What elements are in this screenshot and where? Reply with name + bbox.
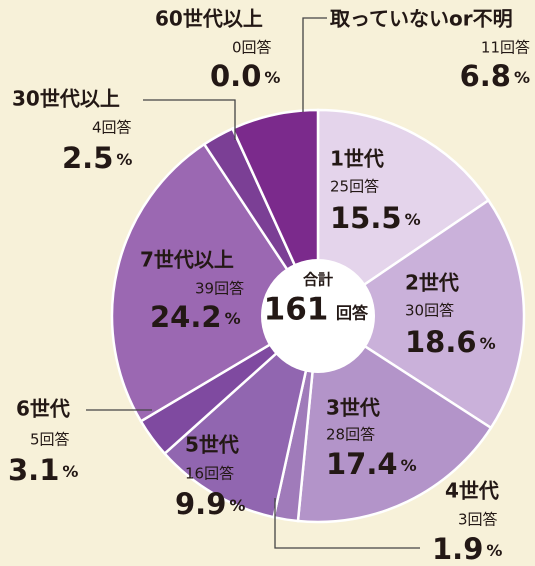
value-label: 3.1% bbox=[8, 453, 78, 487]
count-label: 4回答 bbox=[92, 119, 132, 137]
slice-label: 7世代以上 bbox=[140, 248, 234, 272]
value-label: 6.8% bbox=[460, 59, 530, 93]
count-label: 25回答 bbox=[330, 178, 379, 196]
slice-label: 30世代以上 bbox=[12, 87, 120, 111]
total-value: 161 bbox=[264, 292, 329, 328]
slice-label: 取っていないor不明 bbox=[330, 7, 513, 31]
slice-label: 60世代以上 bbox=[155, 7, 263, 31]
count-label: 5回答 bbox=[30, 431, 70, 449]
value-label: 1.9% bbox=[432, 532, 502, 566]
slice-label: 2世代 bbox=[405, 271, 459, 295]
count-label: 11回答 bbox=[481, 39, 530, 57]
slice-label: 1世代 bbox=[330, 147, 384, 171]
total-label: 合計 bbox=[303, 271, 333, 289]
slice-label: 4世代 bbox=[445, 479, 499, 503]
slice-label: 5世代 bbox=[185, 433, 239, 457]
total-unit: 回答 bbox=[336, 304, 369, 323]
count-label: 16回答 bbox=[185, 465, 234, 483]
count-label: 3回答 bbox=[458, 511, 498, 529]
value-label: 2.5% bbox=[62, 141, 132, 175]
chart: 合計 161 回答 1世代25回答15.5%2世代30回答18.6%3世代28回… bbox=[0, 0, 535, 566]
slice-label: 6世代 bbox=[16, 397, 70, 421]
count-label: 39回答 bbox=[195, 280, 244, 298]
leader-line bbox=[303, 18, 327, 112]
count-label: 28回答 bbox=[326, 426, 375, 444]
count-label: 0回答 bbox=[232, 39, 272, 57]
slice-label: 3世代 bbox=[326, 396, 380, 420]
count-label: 30回答 bbox=[405, 302, 454, 320]
value-label: 0.0% bbox=[210, 59, 280, 93]
